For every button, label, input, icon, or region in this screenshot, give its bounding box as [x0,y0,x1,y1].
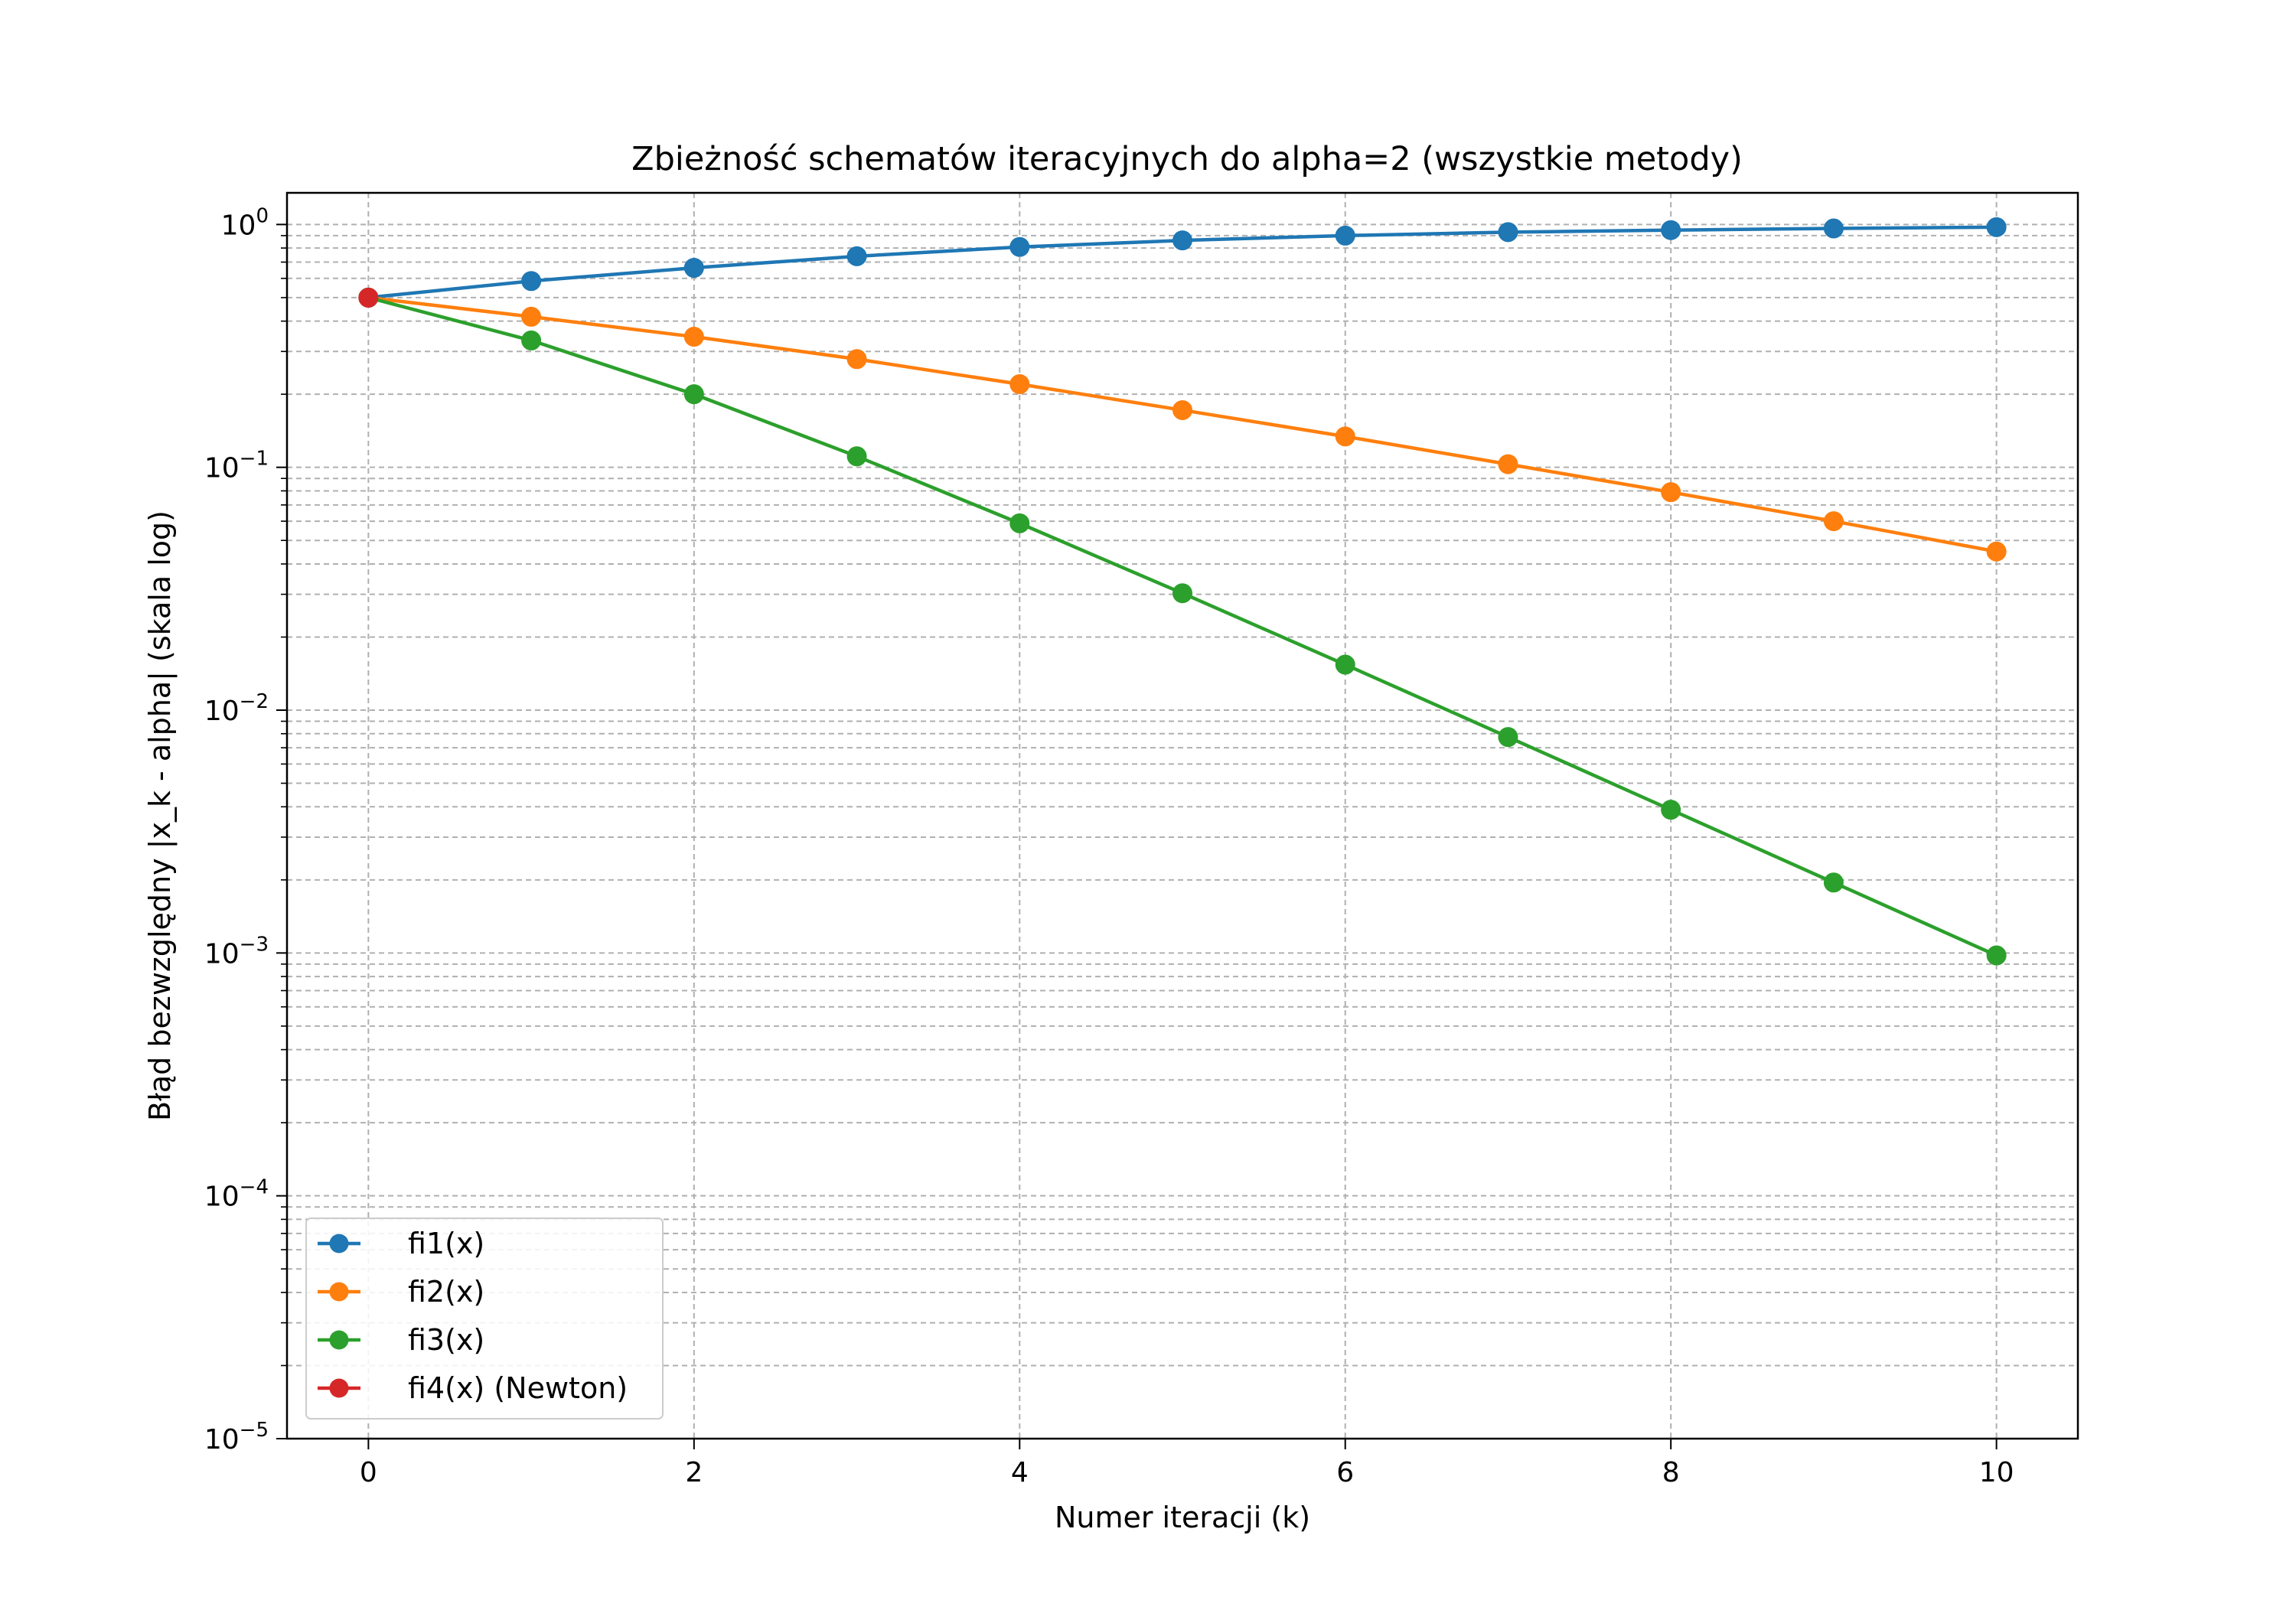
legend-marker [329,1234,349,1253]
data-point [1009,236,1030,257]
legend-marker [329,1282,349,1302]
plot-frame [285,191,2079,1440]
data-point [683,384,704,405]
y-tick-label: 10−5 [204,1419,269,1455]
x-axis-label: Numer iteracji (k) [1055,1501,1310,1534]
data-point [683,327,704,347]
data-point [1498,454,1518,474]
data-point [521,306,542,327]
x-tick-label: 6 [1336,1457,1354,1488]
legend-label: fi4(x) (Newton) [408,1371,628,1405]
data-point [1335,225,1355,246]
y-axis-label: Błąd bezwzględny |x_k - alpha| (skala lo… [143,510,178,1121]
legend-item: fi4(x) (Newton) [318,1371,628,1405]
data-point [1009,374,1030,395]
data-point [1498,222,1518,243]
legend-item: fi2(x) [318,1275,484,1309]
x-tick-label: 2 [685,1457,703,1488]
data-point [1172,230,1192,251]
x-tick-label: 0 [360,1457,377,1488]
x-tick-label: 8 [1662,1457,1680,1488]
x-tick-label: 4 [1011,1457,1029,1488]
data-point [1823,872,1844,893]
legend-marker [329,1378,349,1398]
y-tick-label: 10−3 [204,933,269,970]
data-point [1823,511,1844,532]
legend-marker [329,1330,349,1350]
chart-title: Zbieżność schematów iteracyjnych do alph… [631,140,1743,178]
legend-label: fi1(x) [408,1227,484,1260]
data-point [846,349,867,370]
data-point [1661,220,1681,240]
data-point [1986,541,2007,562]
data-point [1986,945,2007,966]
series-group [358,217,2007,966]
legend-label: fi3(x) [408,1323,484,1357]
data-point [1335,426,1355,447]
series-fi4-x-newton- [358,287,379,308]
data-point [846,246,867,266]
data-point [1823,218,1844,239]
y-tick-label: 10−4 [204,1176,269,1213]
x-tick-label: 10 [1979,1457,2014,1488]
series-fi3-x- [358,287,2007,966]
y-tick-label: 100 [221,204,269,241]
data-point [1172,399,1192,420]
legend-item: fi3(x) [318,1323,484,1357]
y-tick-label: 10−1 [204,448,269,484]
legend-item: fi1(x) [318,1227,484,1260]
y-tick-label: 10−2 [204,690,269,727]
legend: fi1(x) fi2(x) fi3(x) fi4(x) (Newton) [305,1217,664,1420]
series-fi1-x- [358,217,2007,308]
data-point [1661,800,1681,820]
data-point [1498,727,1518,748]
data-point [1172,583,1192,604]
data-point [1009,513,1030,533]
legend-box [305,1217,664,1420]
data-point [846,446,867,467]
data-point [1661,482,1681,503]
legend-label: fi2(x) [408,1275,484,1309]
data-point [358,287,379,308]
ticks: 0 2 4 6 8 10 10−5 10−4 10−3 10−2 10−1 100 [204,204,2014,1488]
data-point [1986,217,2007,237]
data-point [521,330,542,350]
data-point [521,271,542,292]
data-point [683,257,704,278]
data-point [1335,654,1355,675]
